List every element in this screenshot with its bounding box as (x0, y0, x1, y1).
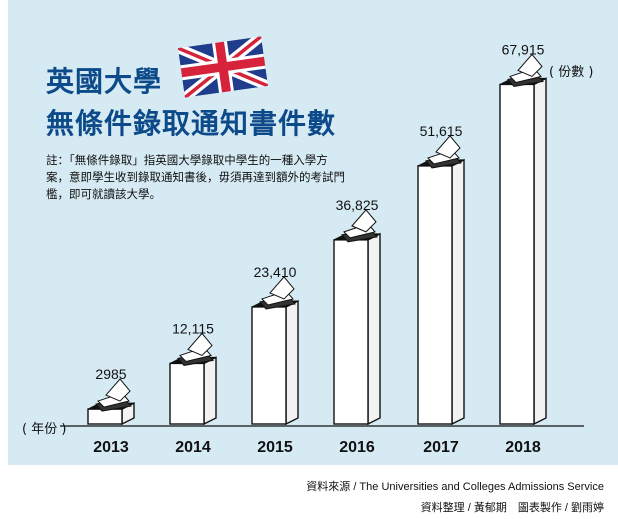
category-label: 2016 (339, 439, 375, 456)
bar-front (87, 408, 123, 425)
bar-2015: 23,410 2015 (251, 264, 299, 456)
bar-2014: 12,115 2014 (169, 320, 217, 456)
paper-curl (435, 135, 461, 159)
paper-curl (351, 209, 377, 233)
y-unit-label: ( 份數 ) (549, 65, 594, 80)
category-label: 2015 (257, 439, 293, 456)
value-label: 51,615 (420, 123, 463, 139)
background-panel (8, 0, 618, 465)
bar-side (203, 356, 217, 426)
category-label: 2014 (175, 439, 211, 456)
paper-curl (517, 53, 543, 78)
flag-body (177, 36, 269, 98)
title-line-1: 英國大學 (46, 65, 163, 98)
paper-curl (269, 276, 295, 300)
value-label: 36,825 (336, 197, 379, 213)
bar-side (367, 232, 381, 426)
title-line-2: 無條件錄取通知書件數 (46, 107, 337, 140)
category-label: 2018 (505, 439, 541, 456)
category-label: 2017 (423, 439, 459, 456)
category-label: 2013 (93, 439, 129, 456)
value-label: 2985 (95, 366, 126, 382)
value-label: 12,115 (172, 320, 214, 336)
bar-front (417, 165, 453, 425)
bars-group: 2985 2013 12,115 2014 23,410 2015 36,825 2016 51… (87, 41, 547, 456)
bar-front (333, 239, 369, 425)
bar-side (451, 158, 465, 426)
bar-front (499, 83, 535, 425)
bar-front (169, 362, 205, 425)
bar-side (285, 299, 299, 426)
bar-2018: 67,915 2018 (499, 41, 547, 456)
bar-2013: 2985 2013 (87, 366, 135, 456)
bar-side (533, 77, 547, 426)
value-label: 67,915 (502, 41, 545, 57)
x-unit-label: ( 年份 ) (22, 422, 67, 437)
credit-line: 資料整理 / 黃郁期 圖表製作 / 劉雨婷 (420, 502, 604, 514)
bar-front (251, 306, 287, 425)
paper-curl (187, 332, 213, 357)
paper-curl (105, 378, 131, 402)
footnote: 註：「無條件錄取」指英國大學錄取中學生的一種入學方案，意即學生收到錄取通知書後，… (46, 153, 345, 201)
flag-cross-red (180, 41, 266, 93)
source-line: 資料來源 / The Universities and Colleges Adm… (306, 481, 604, 493)
bar-2016: 36,825 2016 (333, 197, 381, 456)
uk-flag-icon (177, 36, 269, 98)
bar-2017: 51,615 2017 (417, 123, 465, 456)
value-label: 23,410 (254, 264, 297, 280)
